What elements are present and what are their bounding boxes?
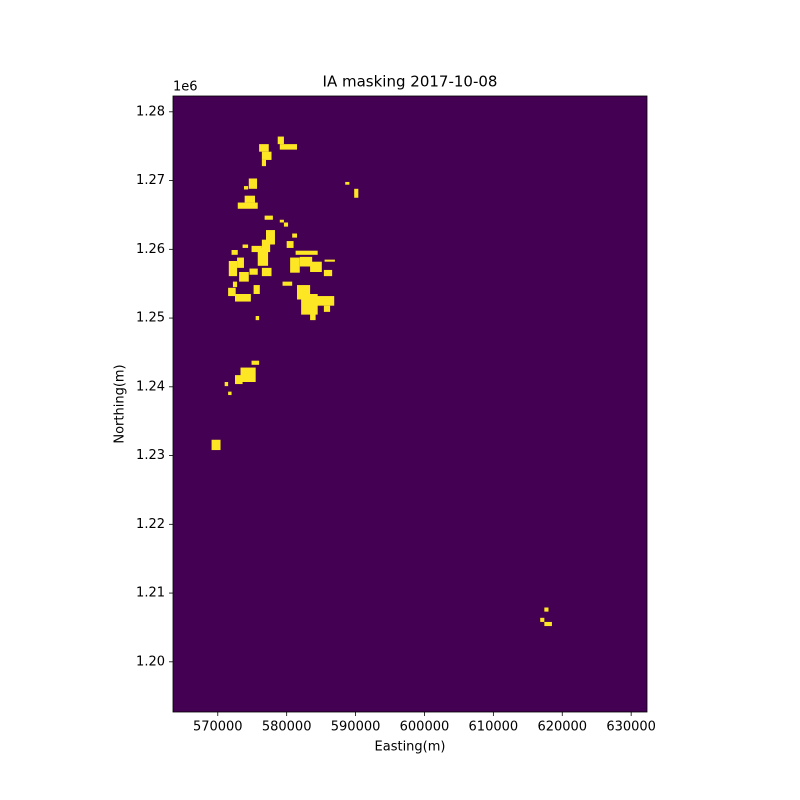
masked-area xyxy=(253,285,260,294)
masked-area xyxy=(544,621,552,627)
x-tick-label: 570000 xyxy=(193,720,243,735)
masked-area xyxy=(299,256,313,267)
masked-area xyxy=(231,250,238,255)
masked-area xyxy=(324,259,335,262)
masked-area xyxy=(237,257,244,268)
masked-area xyxy=(295,250,318,255)
masked-area xyxy=(345,181,350,185)
masked-area xyxy=(540,617,545,622)
y-offset-label: 1e6 xyxy=(173,80,198,95)
x-tick-label: 630000 xyxy=(606,720,656,735)
masked-area xyxy=(248,178,258,189)
masked-area xyxy=(211,439,221,451)
y-axis-label: Northing(m) xyxy=(113,364,128,443)
masked-area xyxy=(257,247,269,266)
masked-area xyxy=(310,261,322,272)
masked-area xyxy=(235,375,243,385)
masked-area xyxy=(240,367,256,382)
masked-area xyxy=(279,144,298,150)
masked-area xyxy=(261,267,272,277)
y-tick-label: 1.23 xyxy=(136,448,165,463)
masked-area xyxy=(266,230,275,245)
masked-area xyxy=(255,316,260,321)
masked-area xyxy=(259,144,269,152)
masked-area xyxy=(239,272,249,282)
masked-area xyxy=(282,281,293,286)
masked-area xyxy=(224,382,229,387)
masked-area xyxy=(232,281,238,288)
masked-area xyxy=(228,391,232,396)
masked-area xyxy=(237,202,258,209)
masked-area xyxy=(286,241,294,248)
y-tick-label: 1.28 xyxy=(136,104,165,119)
masked-area xyxy=(323,305,331,312)
masked-area xyxy=(277,136,284,145)
y-tick-label: 1.21 xyxy=(136,586,165,601)
x-axis-label: Easting(m) xyxy=(375,740,446,755)
masked-area xyxy=(261,239,271,253)
masked-area xyxy=(261,151,272,160)
x-tick-label: 620000 xyxy=(537,720,587,735)
masked-area xyxy=(243,186,249,190)
x-tick-label: 580000 xyxy=(262,720,312,735)
masked-area xyxy=(235,294,251,302)
masked-area xyxy=(261,159,267,167)
masked-area xyxy=(251,360,260,365)
y-tick-label: 1.25 xyxy=(136,311,165,326)
y-tick-label: 1.22 xyxy=(136,517,165,532)
y-tick-label: 1.27 xyxy=(136,173,165,188)
y-tick-label: 1.26 xyxy=(136,242,165,257)
plot-frame xyxy=(172,95,648,713)
x-tick-label: 610000 xyxy=(469,720,519,735)
masked-area xyxy=(244,195,255,203)
masked-area xyxy=(279,219,284,223)
x-tick-label: 600000 xyxy=(400,720,450,735)
masked-area xyxy=(544,607,549,612)
x-tick-label: 590000 xyxy=(331,720,381,735)
masked-area xyxy=(251,245,262,253)
masked-area xyxy=(290,257,300,273)
masked-area xyxy=(292,233,298,238)
masked-area xyxy=(323,269,333,277)
masked-area xyxy=(228,287,236,297)
masked-area xyxy=(283,222,289,227)
y-tick-label: 1.24 xyxy=(136,379,165,394)
masked-area xyxy=(312,296,335,306)
masked-area xyxy=(249,268,258,275)
masked-area xyxy=(228,261,238,277)
masked-area xyxy=(264,215,273,220)
chart-title: IA masking 2017-10-08 xyxy=(323,73,498,91)
masked-area xyxy=(310,312,316,321)
y-tick-label: 1.20 xyxy=(136,654,165,669)
masked-area xyxy=(354,188,359,198)
masked-area xyxy=(242,244,249,248)
